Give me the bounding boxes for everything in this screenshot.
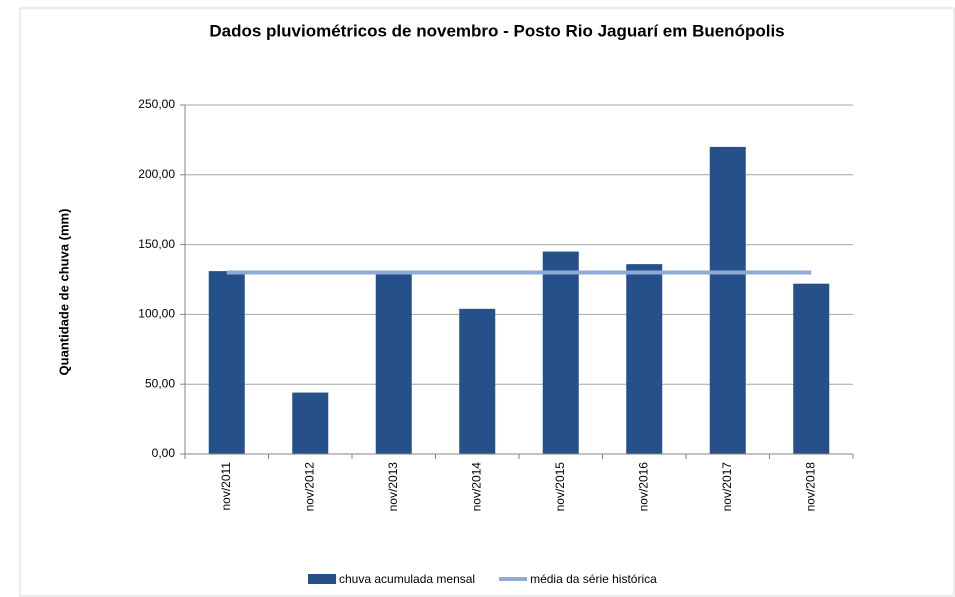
- x-tick-label: nov/2013: [386, 462, 400, 512]
- x-tick-label: nov/2016: [636, 462, 650, 512]
- x-tick-label: nov/2011: [219, 462, 233, 511]
- x-tick-label: nov/2014: [469, 462, 483, 512]
- legend-label: média da série histórica: [530, 572, 657, 586]
- bar: [542, 251, 579, 454]
- x-tick-label: nov/2012: [302, 462, 316, 512]
- y-tick-label: 200,00: [138, 167, 175, 181]
- bar: [292, 392, 329, 454]
- y-tick-label: 0,00: [152, 446, 176, 460]
- legend-label: chuva acumulada mensal: [339, 572, 475, 586]
- bar: [709, 146, 746, 454]
- bar: [626, 264, 663, 454]
- y-axis-label: Quantidade de chuva (mm): [56, 209, 71, 376]
- x-tick-label: nov/2015: [553, 462, 567, 512]
- x-tick-label: nov/2017: [720, 462, 734, 512]
- bar: [375, 273, 412, 454]
- legend-swatch: [308, 574, 336, 584]
- x-tick-label: nov/2018: [803, 462, 817, 512]
- y-tick-label: 250,00: [138, 97, 175, 111]
- bar: [793, 283, 830, 454]
- y-tick-label: 100,00: [138, 307, 175, 321]
- y-tick-label: 50,00: [145, 376, 175, 390]
- bar: [459, 308, 496, 454]
- bar: [208, 271, 245, 454]
- chart-title: Dados pluviométricos de novembro - Posto…: [209, 21, 784, 40]
- y-tick-label: 150,00: [138, 237, 175, 251]
